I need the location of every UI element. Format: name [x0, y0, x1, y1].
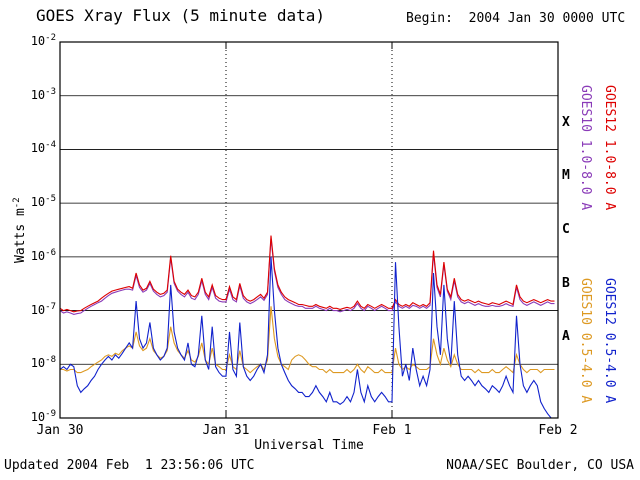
flare-class-c: C — [562, 222, 570, 237]
y-tick-label: 10-3 — [30, 86, 56, 102]
updated-timestamp: Updated 2004 Feb 1 23:56:06 UTC — [4, 458, 255, 473]
y-tick-label: 10-2 — [30, 33, 56, 48]
flare-class-m: M — [562, 168, 570, 184]
x-axis-label: Universal Time — [254, 438, 364, 453]
y-tick-label: 10-6 — [30, 247, 56, 263]
x-tick-label: Feb 1 — [372, 423, 412, 438]
flare-class-b: B — [562, 275, 570, 291]
y-axis-label: Watts m-2 — [12, 130, 28, 330]
x-tick-label: Jan 31 — [202, 423, 250, 438]
begin-timestamp: Begin: 2004 Jan 30 0000 UTC — [406, 11, 626, 26]
legend-goes12-long: GOES12 1.0-8.0 A — [602, 85, 617, 211]
legend-goes10-short: GOES10 0.5-4.0 A — [578, 278, 593, 404]
flare-class-a: A — [562, 329, 570, 345]
y-tick-label: 10-7 — [30, 301, 56, 317]
plot-border — [59, 41, 559, 419]
y-tick-label: 10-8 — [30, 355, 56, 371]
legend-goes10-long: GOES10 1.0-8.0 A — [578, 85, 593, 211]
series-line-goes10-1-0-8-0-a — [59, 238, 555, 315]
x-tick-label: Feb 2 — [538, 423, 578, 438]
credit-text: NOAA/SEC Boulder, CO USA — [446, 458, 634, 473]
y-tick-label: 10-4 — [30, 140, 56, 156]
y-tick-label: 10-5 — [30, 194, 56, 210]
page-title: GOES Xray Flux (5 minute data) — [36, 6, 325, 25]
legend-goes12-short: GOES12 0.5-4.0 A — [602, 278, 617, 404]
x-tick-label: Jan 30 — [36, 423, 84, 438]
y-tick-label: 10-9 — [30, 409, 56, 424]
flare-class-x: X — [562, 114, 570, 130]
series-line-goes12-0-5-4-0-a — [59, 256, 555, 419]
series-line-goes10-0-5-4-0-a — [60, 306, 555, 374]
series-line-goes12-1-0-8-0-a — [59, 235, 555, 313]
